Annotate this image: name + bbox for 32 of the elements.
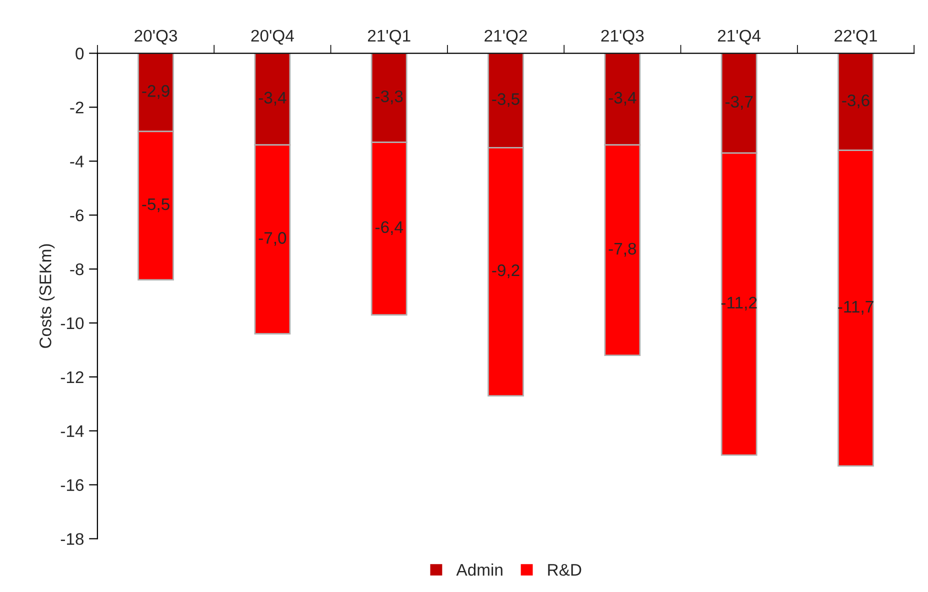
x-tick-label: 21'Q4 bbox=[718, 30, 761, 45]
data-label: -3,4 bbox=[258, 92, 286, 106]
x-tick-label: 21'Q1 bbox=[368, 30, 410, 45]
x-tick-label: 21'Q3 bbox=[601, 30, 644, 45]
data-label: -6,4 bbox=[375, 221, 403, 236]
y-tick-label: -6 bbox=[70, 209, 84, 222]
data-label: -3,4 bbox=[608, 92, 636, 106]
y-tick-label: -12 bbox=[60, 371, 84, 383]
y-tick-label: -16 bbox=[60, 479, 84, 491]
data-label: -3,3 bbox=[375, 90, 403, 104]
y-tick-label: -10 bbox=[60, 317, 84, 330]
data-label: -3,6 bbox=[842, 94, 870, 108]
y-tick-label: -8 bbox=[70, 263, 84, 276]
data-label: -9,2 bbox=[492, 264, 520, 278]
x-tick-label: 20'Q3 bbox=[134, 30, 178, 45]
data-label: -5,5 bbox=[142, 198, 170, 212]
y-tick-label: -18 bbox=[60, 533, 84, 545]
data-label: -3,5 bbox=[492, 93, 520, 107]
y-tick-label: -4 bbox=[70, 156, 84, 168]
legend-label: R&D bbox=[548, 564, 582, 576]
y-tick-label: -14 bbox=[60, 425, 84, 437]
y-tick-label: -2 bbox=[70, 102, 84, 114]
x-tick-label: 22'Q1 bbox=[834, 30, 877, 45]
data-label: -7,8 bbox=[608, 242, 636, 257]
x-tick-label: 20'Q4 bbox=[251, 30, 294, 45]
y-axis-title: Costs (SEKm) bbox=[39, 244, 55, 348]
legend-label: Admin bbox=[456, 564, 502, 576]
data-label: -2,9 bbox=[142, 85, 170, 99]
x-tick-label: 21'Q2 bbox=[484, 30, 527, 45]
y-tick-label: 0 bbox=[76, 48, 84, 60]
data-label: -3,7 bbox=[725, 96, 753, 110]
data-label: -7,0 bbox=[258, 232, 286, 246]
